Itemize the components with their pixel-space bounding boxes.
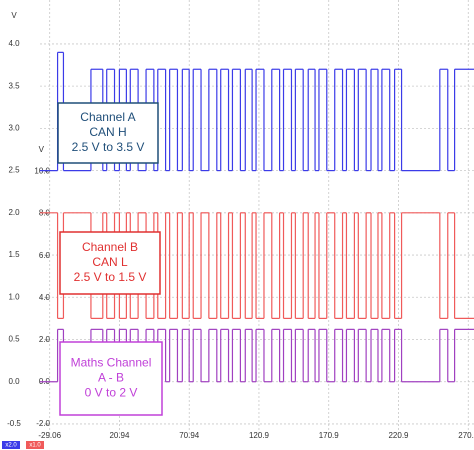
y-tick-label: 0.5 (8, 335, 20, 344)
y2-tick-label: 6.0 (39, 251, 51, 260)
annotation-box (57, 102, 159, 164)
annotation-box (59, 341, 163, 416)
annotation-text: Maths Channel (71, 356, 152, 370)
y-tick-label: -0.5 (7, 419, 21, 428)
x-tick-label: 20.94 (109, 431, 130, 440)
y-unit: V (11, 11, 17, 20)
y-tick-label: 3.5 (8, 81, 20, 90)
annotation-text: Channel B (82, 240, 138, 254)
y-tick-label: 4.0 (8, 39, 20, 48)
annotation-text: CAN L (92, 255, 128, 269)
x-tick-label: 270.9 (458, 431, 474, 440)
y2-tick-label: -2.0 (36, 419, 50, 428)
x-tick-label: 120.9 (249, 431, 270, 440)
x-tick-label: -29.06 (38, 431, 61, 440)
y2-unit: V (39, 145, 45, 154)
y2-tick-label: 2.0 (39, 335, 51, 344)
annotation-text: 2.5 V to 3.5 V (72, 140, 145, 154)
annotation-text: Channel A (80, 110, 135, 124)
y-tick-label: 1.0 (8, 292, 20, 301)
footer-label: x1.0 (29, 443, 41, 449)
x-tick-label: 220.9 (388, 431, 409, 440)
y2-tick-label: 4.0 (39, 293, 51, 302)
y-tick-label: 2.0 (8, 208, 20, 217)
x-tick-label: 70.94 (179, 431, 200, 440)
annotation-text: 2.5 V to 1.5 V (74, 270, 147, 284)
footer-badge (26, 441, 44, 449)
footer-label: x2.0 (5, 443, 17, 449)
x-tick-label: 170.9 (319, 431, 340, 440)
y-tick-label: 0.0 (8, 377, 20, 386)
annotation-box (59, 231, 161, 295)
y-tick-label: 2.5 (8, 166, 20, 175)
y-tick-label: 3.0 (8, 123, 20, 132)
annotation-text: CAN H (89, 125, 126, 139)
y-tick-label: 1.5 (8, 250, 20, 259)
footer-badge (2, 441, 20, 449)
annotation-text: A - B (98, 371, 124, 385)
annotation-text: 0 V to 2 V (85, 386, 138, 400)
